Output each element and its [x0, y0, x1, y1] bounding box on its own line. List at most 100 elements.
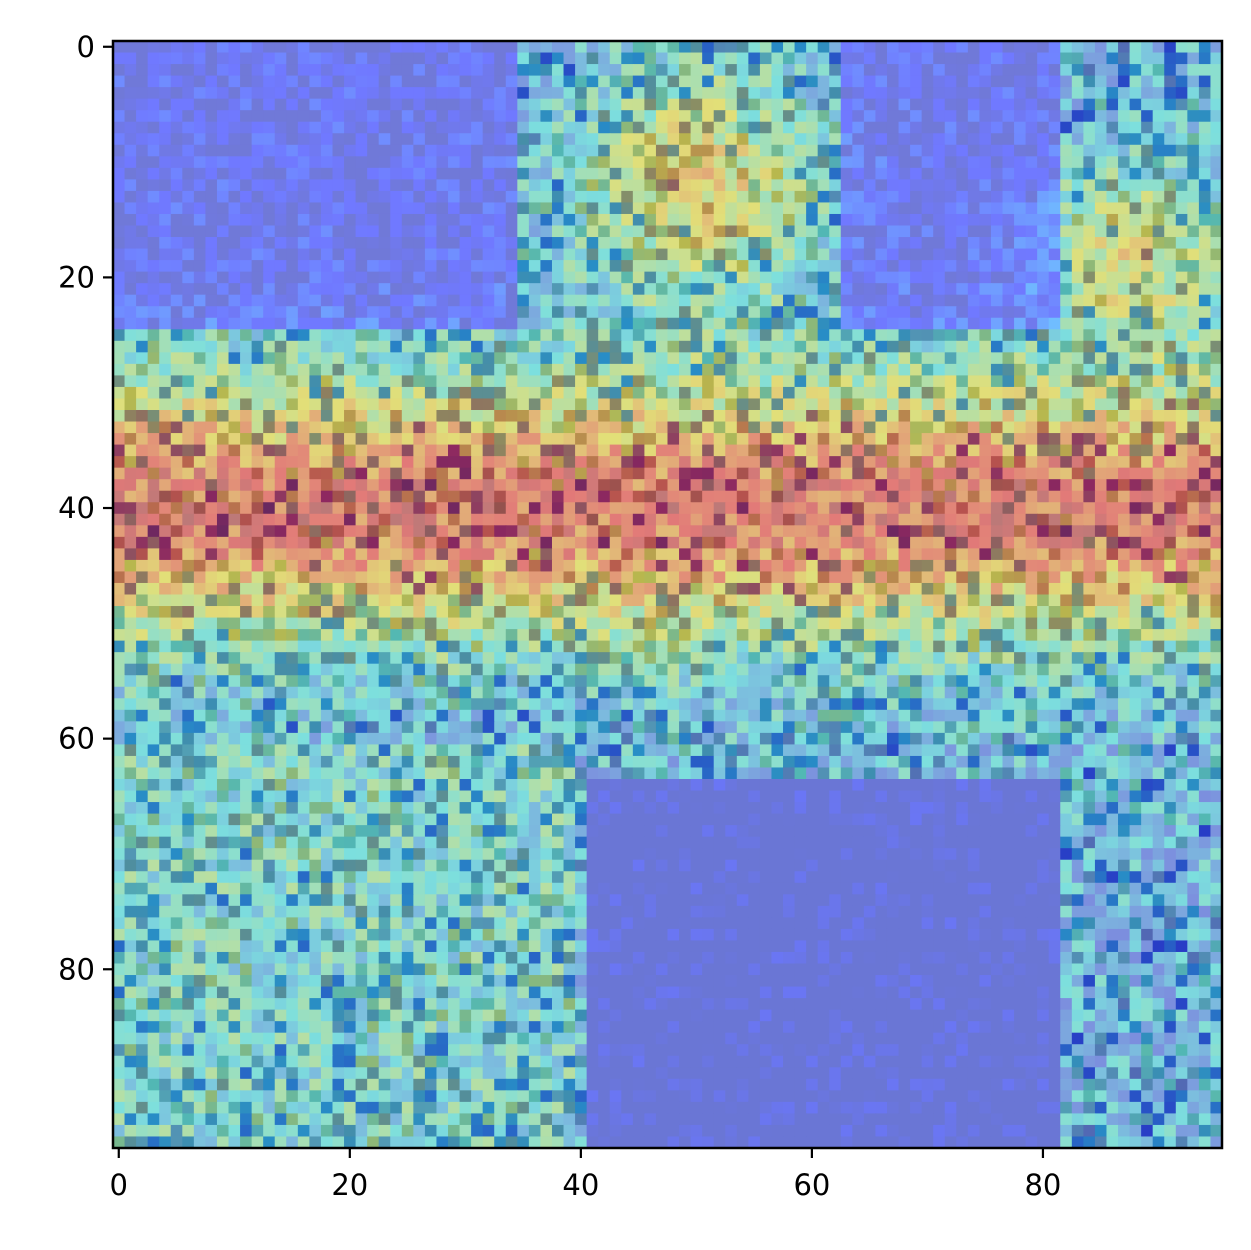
- heatmap-cell: [840, 375, 853, 388]
- heatmap-cell: [829, 467, 842, 480]
- heatmap-cell: [540, 156, 553, 169]
- heatmap-cell: [886, 156, 900, 169]
- heatmap-cell: [563, 479, 576, 492]
- heatmap-cell: [794, 433, 807, 446]
- heatmap-cell: [852, 536, 865, 549]
- heatmap-cell: [320, 582, 334, 596]
- heatmap-cell: [147, 283, 160, 296]
- heatmap-cell: [193, 75, 207, 88]
- heatmap-cell: [1175, 444, 1188, 457]
- heatmap-cell: [320, 513, 334, 526]
- heatmap-cell: [1002, 582, 1015, 596]
- heatmap-cell: [471, 548, 484, 561]
- heatmap-cell: [286, 225, 299, 238]
- heatmap-cell: [956, 260, 969, 273]
- heatmap-cell: [1037, 456, 1050, 469]
- heatmap-cell: [840, 502, 853, 515]
- heatmap-cell: [898, 559, 911, 573]
- heatmap-cell: [274, 617, 287, 630]
- heatmap-cell: [205, 98, 218, 111]
- heatmap-cell: [124, 225, 137, 238]
- heatmap-cell: [609, 467, 622, 480]
- heatmap-cell: [320, 536, 334, 549]
- heatmap-cell: [1060, 513, 1073, 526]
- heatmap-cell: [979, 87, 992, 100]
- heatmap-cell: [863, 479, 877, 492]
- heatmap-cell: [320, 410, 334, 423]
- heatmap-cell: [632, 582, 645, 596]
- heatmap-cell: [355, 375, 368, 388]
- heatmap-cell: [1198, 375, 1212, 388]
- heatmap-cell: [655, 444, 669, 457]
- heatmap-cell: [1164, 248, 1177, 261]
- heatmap-cell: [1060, 479, 1073, 492]
- heatmap-cell: [297, 202, 310, 215]
- heatmap-cell: [147, 375, 160, 388]
- heatmap-cell: [586, 179, 599, 192]
- heatmap-cell: [852, 433, 865, 446]
- heatmap-cell: [713, 156, 726, 169]
- heatmap-cell: [990, 110, 1004, 123]
- heatmap-cell: [1210, 317, 1222, 330]
- heatmap-cell: [1129, 64, 1142, 77]
- heatmap-cell: [990, 444, 1004, 457]
- heatmap-cell: [1014, 237, 1027, 250]
- heatmap-cell: [1198, 237, 1212, 250]
- heatmap-cell: [910, 329, 923, 342]
- heatmap-cell: [1094, 317, 1108, 330]
- heatmap-cell: [1060, 548, 1073, 561]
- heatmap-cell: [1002, 548, 1015, 561]
- heatmap-cell: [344, 617, 357, 630]
- heatmap-cell: [517, 75, 530, 88]
- heatmap-cell: [679, 213, 692, 227]
- heatmap-cell: [320, 386, 334, 400]
- heatmap-cell: [540, 202, 553, 215]
- heatmap-cell: [113, 375, 126, 388]
- heatmap-cell: [990, 248, 1004, 261]
- heatmap-cell: [378, 167, 391, 180]
- heatmap-cell: [297, 156, 310, 169]
- heatmap-cell: [240, 237, 253, 250]
- heatmap-cell: [690, 329, 703, 342]
- heatmap-cell: [771, 237, 784, 250]
- heatmap-cell: [655, 294, 669, 307]
- heatmap-cell: [517, 559, 530, 573]
- heatmap-cell: [216, 606, 230, 619]
- heatmap-cell: [840, 213, 853, 227]
- heatmap-cell: [1037, 513, 1050, 526]
- heatmap-cell: [367, 306, 380, 319]
- heatmap-cell: [1060, 456, 1073, 469]
- heatmap-cell: [251, 283, 264, 296]
- heatmap-cell: [540, 375, 553, 388]
- heatmap-cell: [1025, 340, 1038, 353]
- heatmap-cell: [933, 456, 946, 469]
- heatmap-cell: [159, 479, 172, 492]
- heatmap-cell: [1129, 352, 1142, 365]
- heatmap-cell: [898, 237, 911, 250]
- heatmap-cell: [448, 582, 461, 596]
- heatmap-cell: [771, 375, 784, 388]
- heatmap-cell: [713, 237, 726, 250]
- heatmap-cell: [193, 121, 207, 134]
- heatmap-cell: [551, 421, 565, 434]
- heatmap-cell: [147, 271, 160, 284]
- heatmap-cell: [598, 248, 611, 261]
- heatmap-cell: [690, 536, 703, 549]
- heatmap-cell: [517, 352, 530, 365]
- heatmap-cell: [794, 502, 807, 515]
- heatmap-cell: [136, 594, 149, 607]
- heatmap-cell: [956, 352, 969, 365]
- heatmap-cell: [667, 41, 680, 54]
- heatmap-cell: [609, 98, 622, 111]
- heatmap-cell: [413, 352, 426, 365]
- heatmap-cell: [274, 156, 287, 169]
- heatmap-cell: [1210, 225, 1222, 238]
- heatmap-cell: [344, 144, 357, 157]
- heatmap-cell: [910, 594, 923, 607]
- heatmap-cell: [910, 363, 923, 377]
- heatmap-cell: [355, 467, 368, 480]
- heatmap-cell: [401, 144, 414, 157]
- heatmap-cell: [575, 629, 588, 642]
- heatmap-cell: [182, 375, 195, 388]
- heatmap-cell: [990, 294, 1004, 307]
